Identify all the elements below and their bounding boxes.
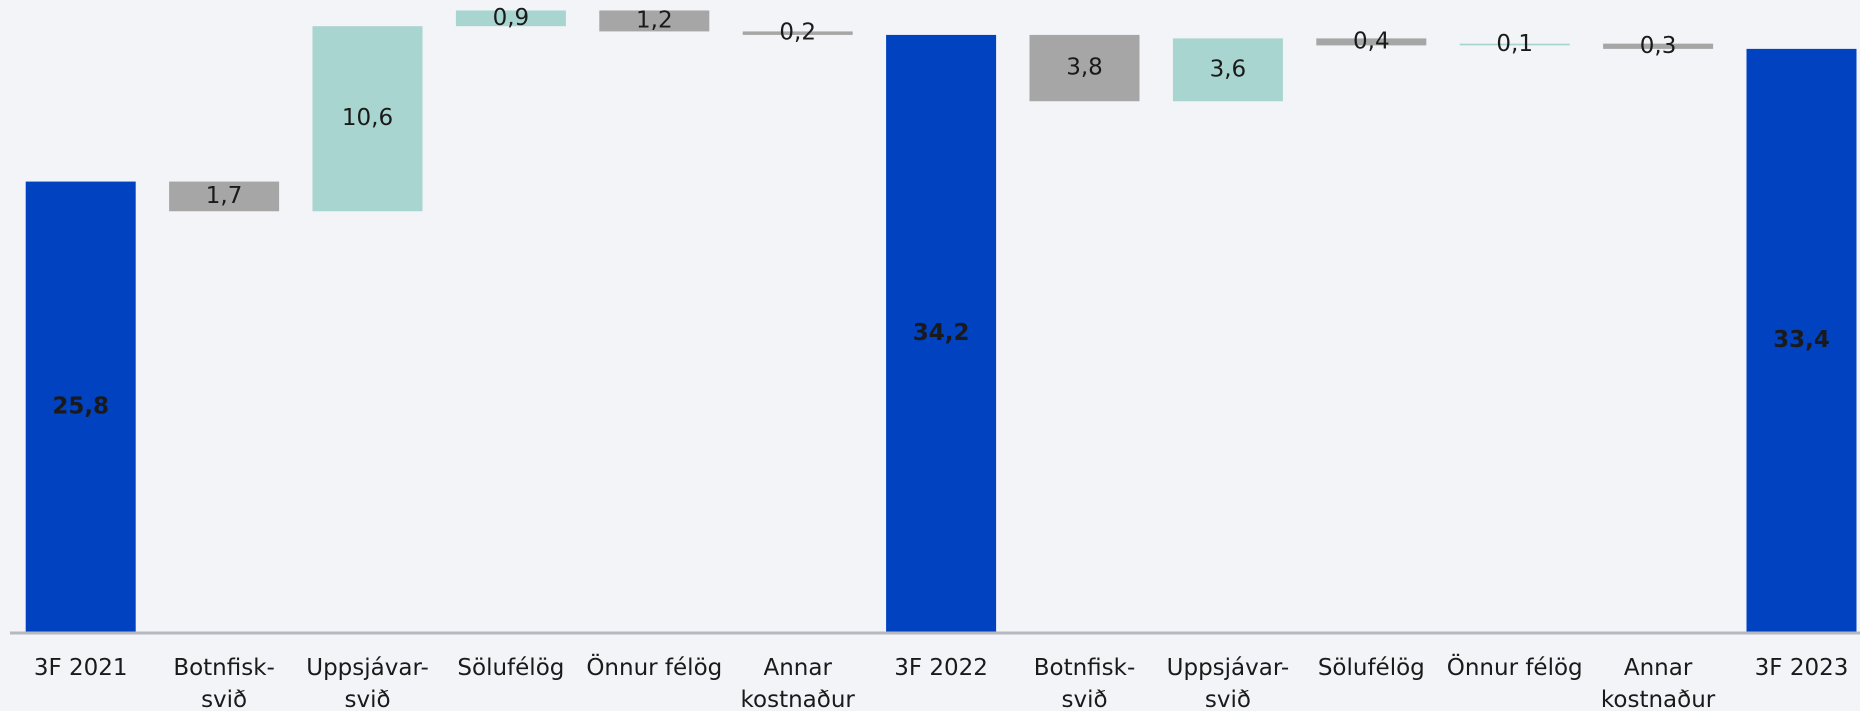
x-tick-label-line: Uppsjávar- — [306, 655, 429, 681]
x-tick-label-line: kostnaður — [1601, 687, 1716, 711]
x-tick-label-line: Önnur félög — [586, 653, 722, 681]
x-tick-label-line: Uppsjávar- — [1167, 655, 1290, 681]
x-tick-label-line: Önnur félög — [1447, 653, 1583, 681]
x-tick-label: Uppsjávar-svið — [1167, 655, 1290, 711]
x-tick-label-line: svið — [201, 687, 247, 711]
x-tick-label: Annar kostnaður — [1601, 655, 1716, 711]
bar — [1459, 43, 1570, 46]
x-tick-label: Annar kostnaður — [741, 655, 856, 711]
value-label: 3,6 — [1210, 56, 1247, 82]
x-tick-label-line: svið — [1205, 687, 1251, 711]
bar — [1172, 38, 1283, 102]
bar — [1316, 38, 1427, 46]
x-tick-label-line: 3F 2021 — [34, 655, 128, 681]
value-label: 0,9 — [493, 5, 530, 31]
value-label: 0,3 — [1640, 33, 1677, 59]
x-tick-label: Sölufélög — [457, 655, 564, 681]
x-tick-label-line: kostnaður — [741, 687, 856, 711]
bar — [1746, 48, 1857, 633]
x-tick-label-line: svið — [1061, 687, 1107, 711]
x-tick-label-line: Sölufélög — [1318, 655, 1425, 681]
x-tick-label: 3F 2021 — [34, 655, 128, 681]
x-tick-label: Uppsjávar-svið — [306, 655, 429, 711]
value-label: 33,4 — [1773, 327, 1830, 353]
x-tick-label-line: Botnfisk- — [173, 655, 275, 681]
x-tick-label-line: svið — [344, 687, 390, 711]
x-tick-label: 3F 2023 — [1755, 655, 1849, 681]
value-label: 1,7 — [206, 183, 243, 209]
bar — [599, 10, 710, 32]
x-tick-label: 3F 2022 — [894, 655, 988, 681]
bar — [1029, 34, 1140, 102]
value-label: 25,8 — [52, 393, 109, 419]
x-tick-label: Önnur félög — [586, 653, 722, 681]
x-tick-label: Botnfisk-svið — [1034, 655, 1136, 711]
x-tick-label-line: Annar — [1624, 655, 1693, 681]
bar — [742, 31, 853, 35]
bar — [886, 34, 997, 633]
value-label: 0,2 — [779, 20, 816, 46]
value-label: 34,2 — [913, 320, 970, 346]
bar — [455, 10, 566, 27]
x-tick-label-line: Sölufélög — [457, 655, 564, 681]
bar — [312, 26, 423, 212]
bar — [25, 181, 136, 632]
value-label: 0,4 — [1353, 28, 1390, 54]
x-tick-label-line: Annar — [763, 655, 832, 681]
x-tick-label: Botnfisk-svið — [173, 655, 275, 711]
x-tick-label-line: 3F 2023 — [1755, 655, 1849, 681]
bar — [169, 181, 280, 212]
value-label: 10,6 — [342, 105, 393, 131]
x-tick-label: Sölufélög — [1318, 655, 1425, 681]
x-tick-label-line: 3F 2022 — [894, 655, 988, 681]
value-label: 0,1 — [1496, 31, 1533, 57]
bar — [1603, 43, 1714, 49]
x-tick-label: Önnur félög — [1447, 653, 1583, 681]
value-label: 3,8 — [1066, 55, 1103, 81]
x-tick-label-line: Botnfisk- — [1034, 655, 1136, 681]
value-label: 1,2 — [636, 7, 673, 33]
